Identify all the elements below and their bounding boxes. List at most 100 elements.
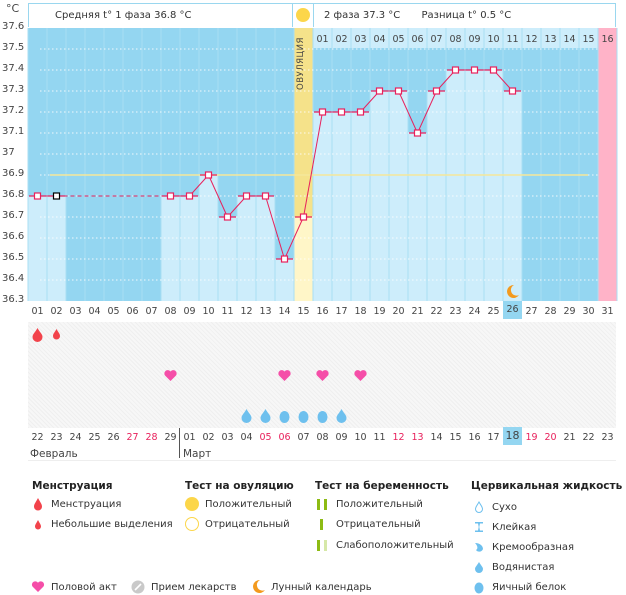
calendar-date[interactable]: 12 [392, 432, 405, 443]
calendar-date[interactable]: 22 [31, 432, 44, 443]
calendar-date[interactable]: 20 [544, 432, 557, 443]
x-tick-label[interactable]: 08 [164, 306, 177, 317]
calendar-date[interactable]: 03 [221, 432, 234, 443]
calendar-date[interactable]: 25 [88, 432, 101, 443]
x-tick-label[interactable]: 05 [107, 306, 120, 317]
temperature-point [261, 192, 270, 200]
phase1-average: Средняя t° 1 фаза 36.8 °C [28, 3, 293, 27]
calendar-date[interactable]: 24 [69, 432, 82, 443]
calendar-date[interactable]: 10 [354, 432, 367, 443]
x-tick-label[interactable]: 23 [449, 306, 462, 317]
ovulation-column-top [294, 28, 313, 217]
y-tick-label: 37.6 [2, 21, 25, 32]
temperature-line [398, 90, 418, 134]
calendar-date[interactable]: 15 [449, 432, 462, 443]
legend-watery: Водянистая [492, 562, 555, 573]
calendar-date[interactable]: 21 [563, 432, 576, 443]
symptoms-grid [28, 322, 616, 428]
x-tick-label[interactable]: 04 [88, 306, 101, 317]
y-tick-label: 36.7 [2, 210, 25, 221]
x-tick-label[interactable]: 02 [50, 306, 63, 317]
calendar-date[interactable]: 23 [50, 432, 63, 443]
x-tick-label-today[interactable]: 26 [503, 301, 522, 319]
legend-pregnancy-faint: Слабоположительный [336, 540, 454, 551]
calendar-date[interactable]: 23 [601, 432, 614, 443]
temperature-line [284, 216, 304, 260]
calendar-date[interactable]: 09 [335, 432, 348, 443]
x-tick-label[interactable]: 28 [544, 306, 557, 317]
temperature-point [451, 66, 460, 74]
x-tick-label[interactable]: 06 [126, 306, 139, 317]
calendar-date-today[interactable]: 18 [503, 427, 522, 445]
calendar-date[interactable]: 05 [259, 432, 272, 443]
phase2-day-label: 12 [525, 34, 538, 45]
calendar-date[interactable]: 14 [430, 432, 443, 443]
x-tick-label[interactable]: 07 [145, 306, 158, 317]
calendar-date[interactable]: 26 [107, 432, 120, 443]
x-tick-label[interactable]: 11 [221, 306, 234, 317]
calendar-date[interactable]: 16 [468, 432, 481, 443]
x-tick-label[interactable]: 12 [240, 306, 253, 317]
bbt-chart [27, 28, 618, 301]
creamy-icon [475, 543, 483, 552]
x-tick-label[interactable]: 20 [392, 306, 405, 317]
x-tick-label[interactable]: 30 [582, 306, 595, 317]
calendar-date[interactable]: 08 [316, 432, 329, 443]
calendar-date[interactable]: 27 [126, 432, 139, 443]
calendar-date[interactable]: 29 [164, 432, 177, 443]
calendar-date[interactable]: 22 [582, 432, 595, 443]
x-tick-label[interactable]: 16 [316, 306, 329, 317]
x-tick-label[interactable]: 17 [335, 306, 348, 317]
temperature-point [337, 108, 346, 116]
ovulation-positive-icon [185, 497, 199, 511]
calendar-date[interactable]: 19 [525, 432, 538, 443]
spotting-drop-icon [35, 520, 41, 530]
legend-spotting: Небольшие выделения [51, 519, 173, 530]
phase2-day-label: 13 [544, 34, 557, 45]
temperature-column [237, 196, 256, 301]
month-label-march: Март [183, 448, 212, 460]
heart-icon [31, 581, 45, 592]
pregnancy-faint-icon-2 [324, 540, 327, 551]
x-tick-label[interactable]: 29 [563, 306, 576, 317]
x-tick-label[interactable]: 18 [354, 306, 367, 317]
calendar-date[interactable]: 04 [240, 432, 253, 443]
temperature-point [470, 66, 479, 74]
temperature-point [413, 129, 422, 137]
x-tick-label[interactable]: 21 [411, 306, 424, 317]
pregnancy-negative-icon [320, 519, 323, 530]
x-tick-label[interactable]: 10 [202, 306, 215, 317]
temperature-line [265, 195, 285, 260]
x-tick-label[interactable]: 22 [430, 306, 443, 317]
pregnancy-positive-icon-2 [324, 499, 327, 510]
calendar-date[interactable]: 07 [297, 432, 310, 443]
x-tick-label[interactable]: 27 [525, 306, 538, 317]
menstruation-drop-icon [32, 328, 43, 342]
x-tick-label[interactable]: 25 [487, 306, 500, 317]
calendar-date[interactable]: 06 [278, 432, 291, 443]
calendar-date[interactable]: 13 [411, 432, 424, 443]
x-tick-label[interactable]: 09 [183, 306, 196, 317]
calendar-date[interactable]: 17 [487, 432, 500, 443]
temperature-column [28, 196, 47, 301]
calendar-date[interactable]: 01 [183, 432, 196, 443]
calendar-date[interactable]: 02 [202, 432, 215, 443]
temperature-column [446, 70, 465, 301]
temperature-point [394, 87, 403, 95]
x-tick-label[interactable]: 19 [373, 306, 386, 317]
phase2-label-row [313, 28, 598, 48]
x-tick-label[interactable]: 03 [69, 306, 82, 317]
x-tick-label[interactable]: 31 [601, 306, 614, 317]
calendar-date[interactable]: 28 [145, 432, 158, 443]
heart-icon [278, 370, 291, 381]
calendar-date[interactable]: 11 [373, 432, 386, 443]
y-tick-label: 36.8 [2, 189, 25, 200]
x-tick-label[interactable]: 15 [297, 306, 310, 317]
x-tick-label[interactable]: 01 [31, 306, 44, 317]
heart-icon [316, 370, 329, 381]
legend-ovulation-negative: Отрицательный [205, 519, 290, 530]
x-tick-label[interactable]: 13 [259, 306, 272, 317]
pregnancy-positive-icon [317, 499, 320, 510]
x-tick-label[interactable]: 14 [278, 306, 291, 317]
x-tick-label[interactable]: 24 [468, 306, 481, 317]
